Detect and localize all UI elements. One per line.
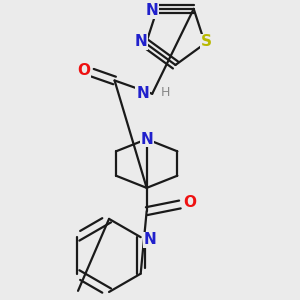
Text: N: N (135, 34, 147, 50)
Text: N: N (143, 232, 156, 247)
Text: N: N (146, 3, 159, 18)
Text: N: N (136, 86, 149, 101)
Text: S: S (201, 34, 212, 50)
Text: O: O (77, 63, 90, 78)
Text: O: O (183, 195, 196, 210)
Text: H: H (160, 85, 170, 99)
Text: N: N (140, 132, 153, 147)
